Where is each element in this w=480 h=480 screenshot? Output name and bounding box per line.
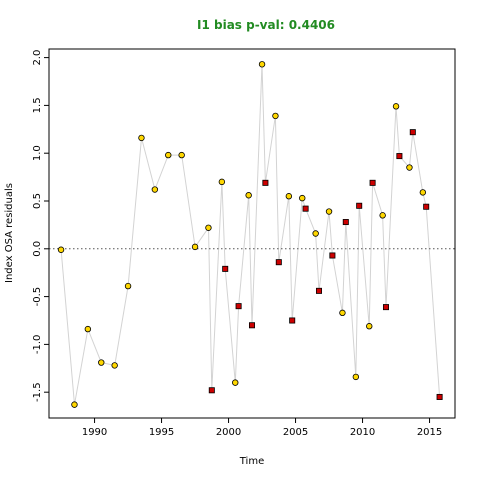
data-point — [396, 153, 403, 160]
data-point — [111, 362, 118, 369]
x-tick-label: 1995 — [149, 427, 174, 438]
data-point — [342, 219, 349, 226]
data-point — [285, 193, 293, 200]
x-tick-label: 2005 — [283, 427, 308, 438]
data-point — [289, 317, 296, 324]
x-tick-label: 2000 — [216, 427, 241, 438]
data-point — [315, 287, 322, 294]
data-point — [222, 265, 229, 272]
data-point — [218, 178, 226, 186]
data-point — [356, 202, 363, 209]
data-point — [419, 189, 427, 196]
y-tick-label: -1.0 — [32, 335, 43, 355]
data-point — [339, 309, 346, 317]
data-point — [71, 401, 78, 408]
data-point — [165, 151, 172, 159]
data-point — [235, 303, 242, 310]
x-tick-label: 1990 — [82, 427, 107, 438]
data-point — [272, 112, 279, 120]
data-point — [178, 151, 185, 159]
y-tick-label: 1.5 — [32, 97, 43, 113]
data-point — [262, 179, 269, 186]
axes: 1990 1995 2000 2005 2010 2015 -1.5 -1.0 -0.5 0.0 0… — [32, 48, 456, 438]
data-point — [232, 379, 239, 386]
plot-area — [49, 61, 455, 408]
y-tick-label: 1.0 — [32, 145, 43, 161]
data-point — [379, 212, 386, 219]
x-tick-label: 2015 — [417, 427, 442, 438]
y-tick-label: 2.0 — [32, 50, 43, 66]
residual-connecting-line — [60, 64, 441, 405]
x-tick-label: 2010 — [350, 427, 375, 438]
data-point — [369, 179, 376, 186]
data-point — [275, 259, 282, 266]
data-point — [312, 230, 319, 237]
data-point — [98, 359, 105, 366]
x-axis-label: Time — [239, 456, 264, 467]
data-point — [57, 246, 65, 253]
data-point — [124, 282, 132, 290]
y-axis-label: Index OSA residuals — [4, 183, 15, 283]
data-point — [205, 224, 212, 231]
data-point — [302, 205, 309, 212]
data-point — [392, 103, 400, 110]
data-point — [191, 243, 199, 251]
data-point — [208, 387, 215, 394]
data-point — [366, 323, 373, 330]
data-point — [406, 164, 413, 171]
data-point — [382, 304, 389, 311]
y-tick-label: -1.5 — [32, 382, 43, 402]
data-point — [325, 208, 333, 215]
data-point — [138, 134, 145, 142]
y-tick-label: 0.0 — [32, 241, 43, 257]
data-point — [245, 192, 252, 199]
plot-frame — [48, 48, 456, 419]
data-point — [299, 194, 306, 202]
data-point — [436, 393, 443, 400]
data-point — [151, 186, 159, 193]
chart-title: I1 bias p-val: 0.4406 — [197, 18, 335, 32]
data-point — [423, 203, 430, 210]
data-point — [329, 252, 336, 259]
data-point — [248, 322, 255, 329]
data-point — [258, 61, 266, 68]
data-point — [352, 373, 360, 381]
data-point — [84, 325, 92, 333]
y-tick-label: -0.5 — [32, 287, 43, 307]
data-point — [409, 129, 416, 136]
y-tick-label: 0.5 — [32, 193, 43, 209]
